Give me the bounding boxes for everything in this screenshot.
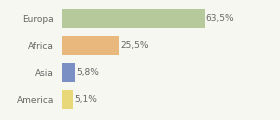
Bar [62, 90, 73, 109]
Bar [62, 36, 119, 55]
Bar [62, 63, 75, 82]
Text: 25,5%: 25,5% [120, 41, 149, 50]
Text: 5,1%: 5,1% [74, 95, 97, 104]
Text: 63,5%: 63,5% [206, 14, 234, 23]
Text: 5,8%: 5,8% [76, 68, 99, 77]
Bar [62, 9, 205, 28]
